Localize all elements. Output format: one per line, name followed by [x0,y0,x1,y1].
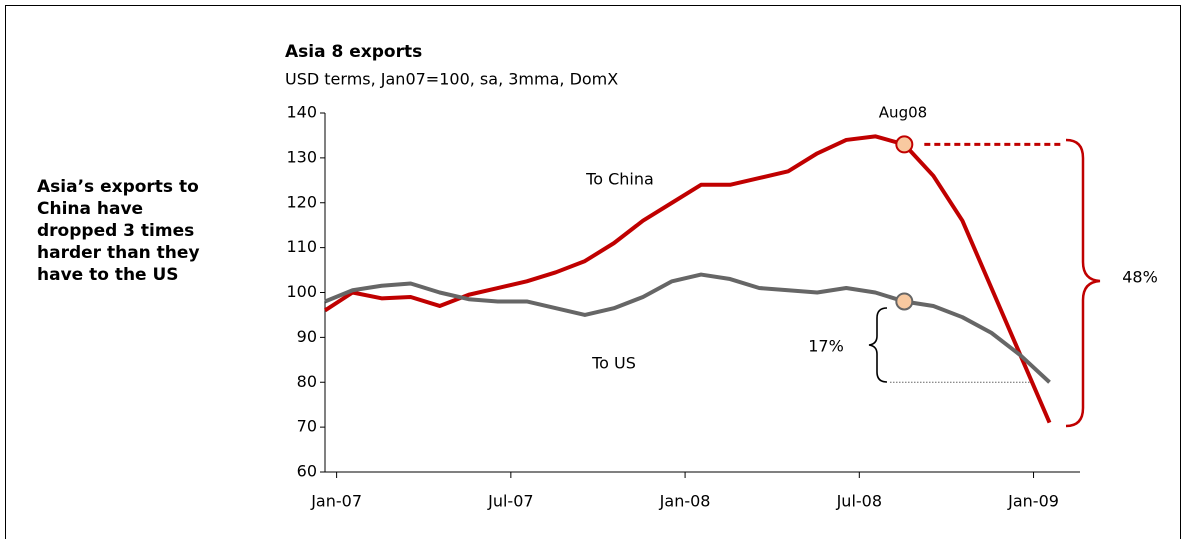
x-tick-label: Jan-07 [310,492,362,511]
y-tick-label: 140 [286,103,317,122]
side-note-line: have to the US [37,265,179,285]
annotation: 48% [1122,268,1158,287]
brace [868,307,888,383]
y-tick-label: 70 [297,417,317,436]
brace [1065,138,1101,428]
x-tick-label: Jan-08 [659,492,711,511]
side-note-line: China have [37,199,143,219]
annotation: 17% [808,337,844,356]
annotation: Aug08 [879,104,927,122]
annotation: To China [585,170,654,189]
y-tick-label: 80 [297,372,317,391]
y-tick-label: 120 [286,192,317,211]
x-tick-label: Jul-08 [836,492,882,511]
side-note-line: dropped 3 times [37,221,194,241]
series-line [323,134,1052,424]
y-tick-label: 90 [297,327,317,346]
y-tick-label: 100 [286,282,317,301]
y-tick-label: 110 [286,237,317,256]
x-tick-label: Jan-09 [1007,492,1059,511]
highlight-marker [895,292,914,311]
y-tick-label: 60 [297,462,317,481]
annotation: To US [591,354,636,373]
x-tick-label: Jul-07 [487,492,533,511]
chart-title: Asia 8 exports [285,42,422,62]
highlight-marker [895,135,914,154]
side-note-line: harder than they [37,243,200,263]
frame [5,5,1181,539]
y-tick-label: 130 [286,147,317,166]
series-line [324,272,1051,384]
side-note-line: Asia’s exports to [37,177,199,197]
chart-subtitle: USD terms, Jan07=100, sa, 3mma, DomX [285,70,618,89]
